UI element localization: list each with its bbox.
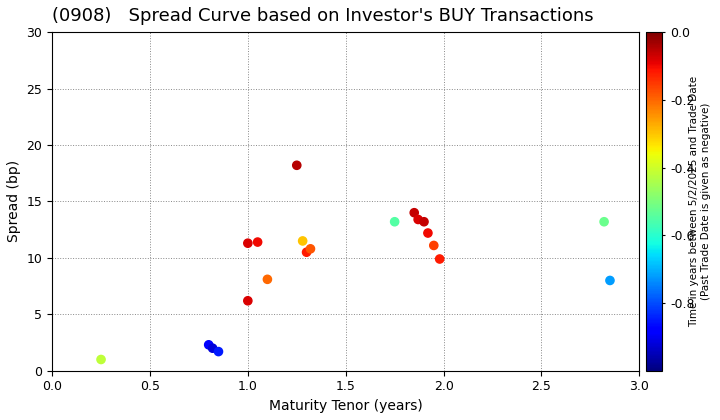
Point (305, 245, 316, 252)
Point (428, 242, 439, 249)
Point (242, 297, 253, 304)
Point (604, 277, 616, 284)
Point (297, 238, 308, 244)
Point (418, 218, 430, 225)
Point (95, 356, 107, 363)
X-axis label: Maturity Tenor (years): Maturity Tenor (years) (269, 399, 423, 413)
Point (413, 216, 424, 223)
Y-axis label: Spread (bp): Spread (bp) (7, 160, 21, 242)
Point (207, 345, 218, 352)
Point (203, 341, 215, 348)
Point (434, 256, 446, 262)
Point (212, 348, 224, 355)
Point (261, 276, 273, 283)
Point (598, 218, 610, 225)
Point (301, 249, 312, 256)
Text: (0908)   Spread Curve based on Investor's BUY Transactions: (0908) Spread Curve based on Investor's … (52, 7, 594, 25)
Point (252, 239, 264, 245)
Point (422, 230, 433, 236)
Point (291, 162, 302, 169)
Point (408, 209, 420, 216)
Y-axis label: Time in years between 5/2/2025 and Trade Date
(Past Trade Date is given as negat: Time in years between 5/2/2025 and Trade… (689, 76, 711, 327)
Point (242, 240, 253, 247)
Point (389, 218, 400, 225)
